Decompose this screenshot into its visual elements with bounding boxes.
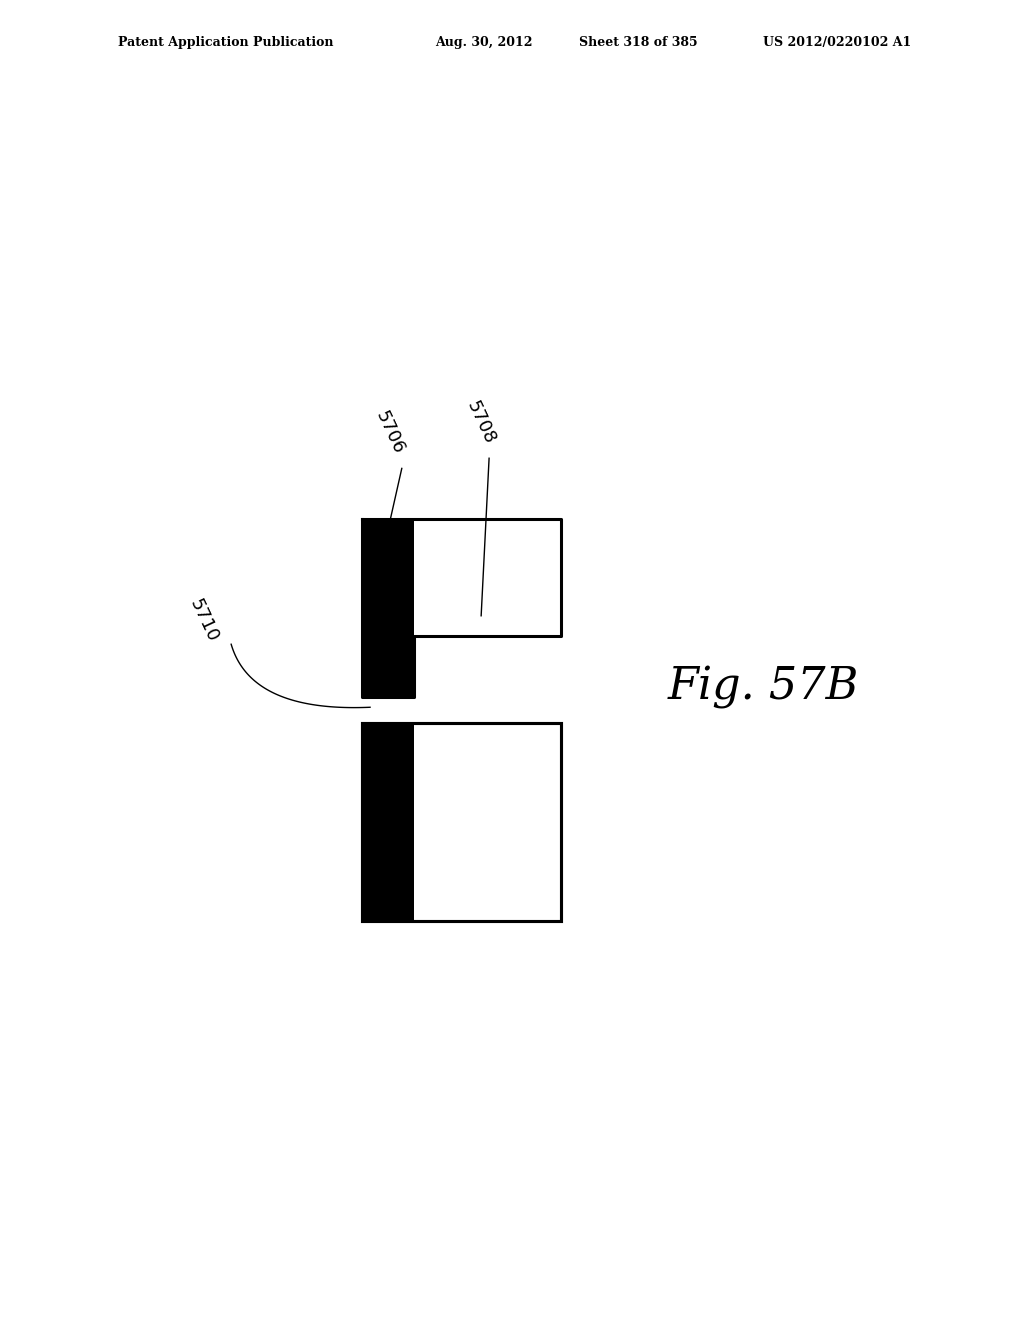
- Text: 5710: 5710: [185, 597, 221, 645]
- Text: Fig. 57B: Fig. 57B: [668, 665, 859, 709]
- Text: 5706: 5706: [372, 408, 408, 457]
- Text: Patent Application Publication: Patent Application Publication: [118, 36, 333, 49]
- Bar: [362, 722, 414, 921]
- Text: Sheet 318 of 385: Sheet 318 of 385: [579, 36, 697, 49]
- Bar: [362, 722, 560, 921]
- Text: Aug. 30, 2012: Aug. 30, 2012: [435, 36, 532, 49]
- Bar: [362, 722, 560, 921]
- Bar: [362, 519, 414, 697]
- Text: US 2012/0220102 A1: US 2012/0220102 A1: [763, 36, 911, 49]
- Polygon shape: [362, 519, 560, 697]
- Text: 5708: 5708: [463, 399, 499, 447]
